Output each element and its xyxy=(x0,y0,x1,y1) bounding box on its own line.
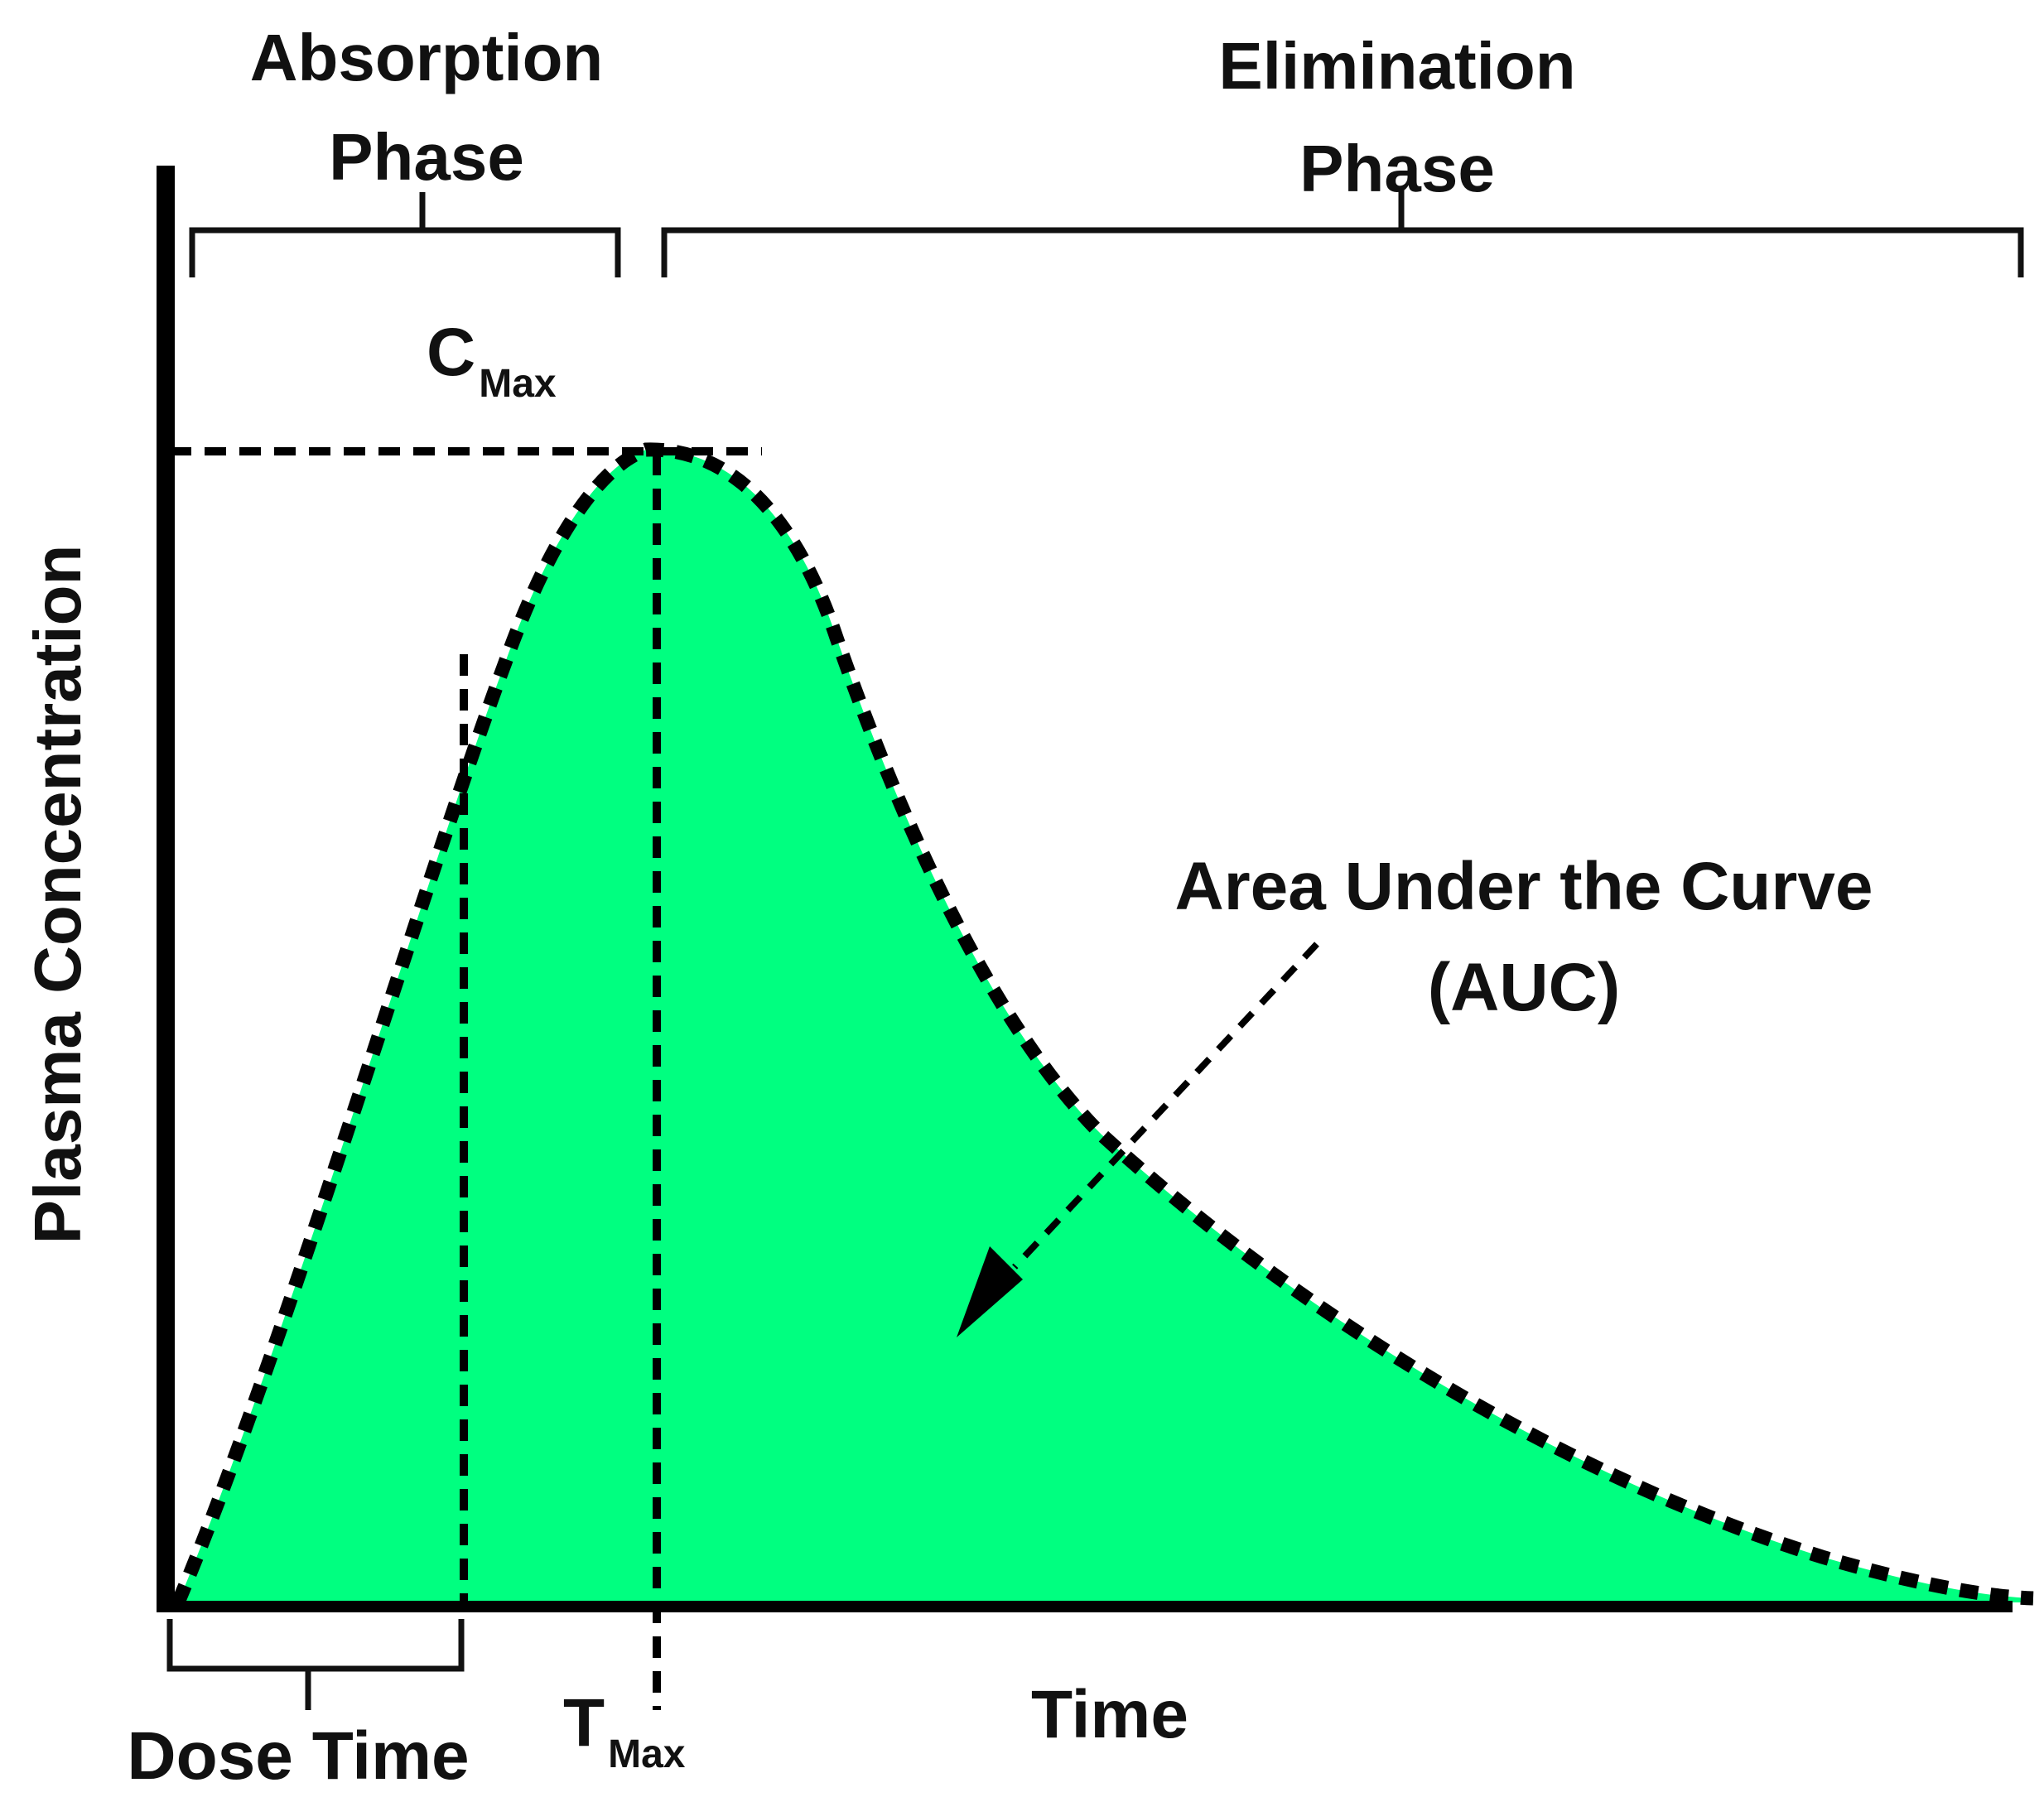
dose-time-label: Dose Time xyxy=(127,1718,470,1794)
dose-time-bracket xyxy=(166,1619,465,1710)
auc-area xyxy=(178,449,2033,1602)
elimination-bracket xyxy=(661,189,2024,277)
concentration-curve xyxy=(171,442,2034,1606)
cmax-label: CMax xyxy=(427,315,557,406)
auc-arrow-shaft xyxy=(1012,942,1319,1270)
x-axis-label: Time xyxy=(1031,1677,1188,1752)
absorption-phase-label: Absorption Phase xyxy=(249,21,604,194)
auc-label: Area Under the Curve (AUC) xyxy=(1174,849,1873,1025)
y-axis-label: Plasma Concentration xyxy=(21,544,94,1245)
absorption-bracket xyxy=(189,192,621,277)
tmax-label: TMax xyxy=(563,1685,686,1776)
elimination-phase-label: Elimination Phase xyxy=(1218,29,1576,205)
auc-arrow-head xyxy=(957,1246,1023,1337)
